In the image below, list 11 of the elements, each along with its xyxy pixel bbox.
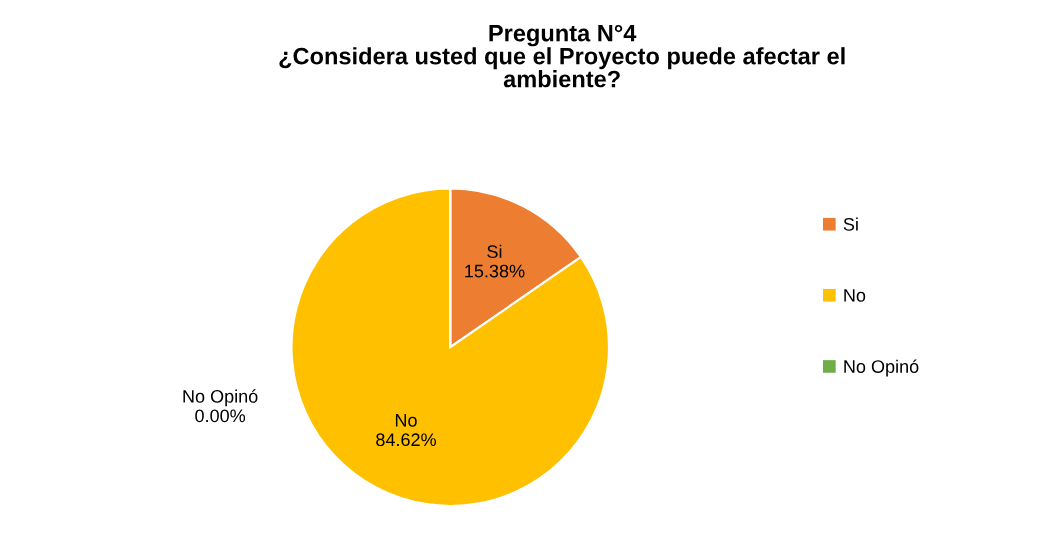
- legend-label: No: [844, 289, 866, 302]
- legend-label: No Opinó: [844, 359, 919, 377]
- data-label: 15.38%: [465, 264, 525, 278]
- slice-label: No: [395, 414, 417, 427]
- chart-title: Pregunta N°4 ¿Considera usted que el Proyecto puede afectar el ambiente?: [279, 24, 845, 88]
- legend-label: Si: [843, 217, 858, 231]
- data-label: 84.62%: [376, 433, 436, 447]
- pie-slice: [290, 187, 610, 507]
- slice-label: Si: [487, 244, 502, 259]
- text: 0.00%: [195, 409, 246, 423]
- category-label: No Opinó: [183, 389, 258, 407]
